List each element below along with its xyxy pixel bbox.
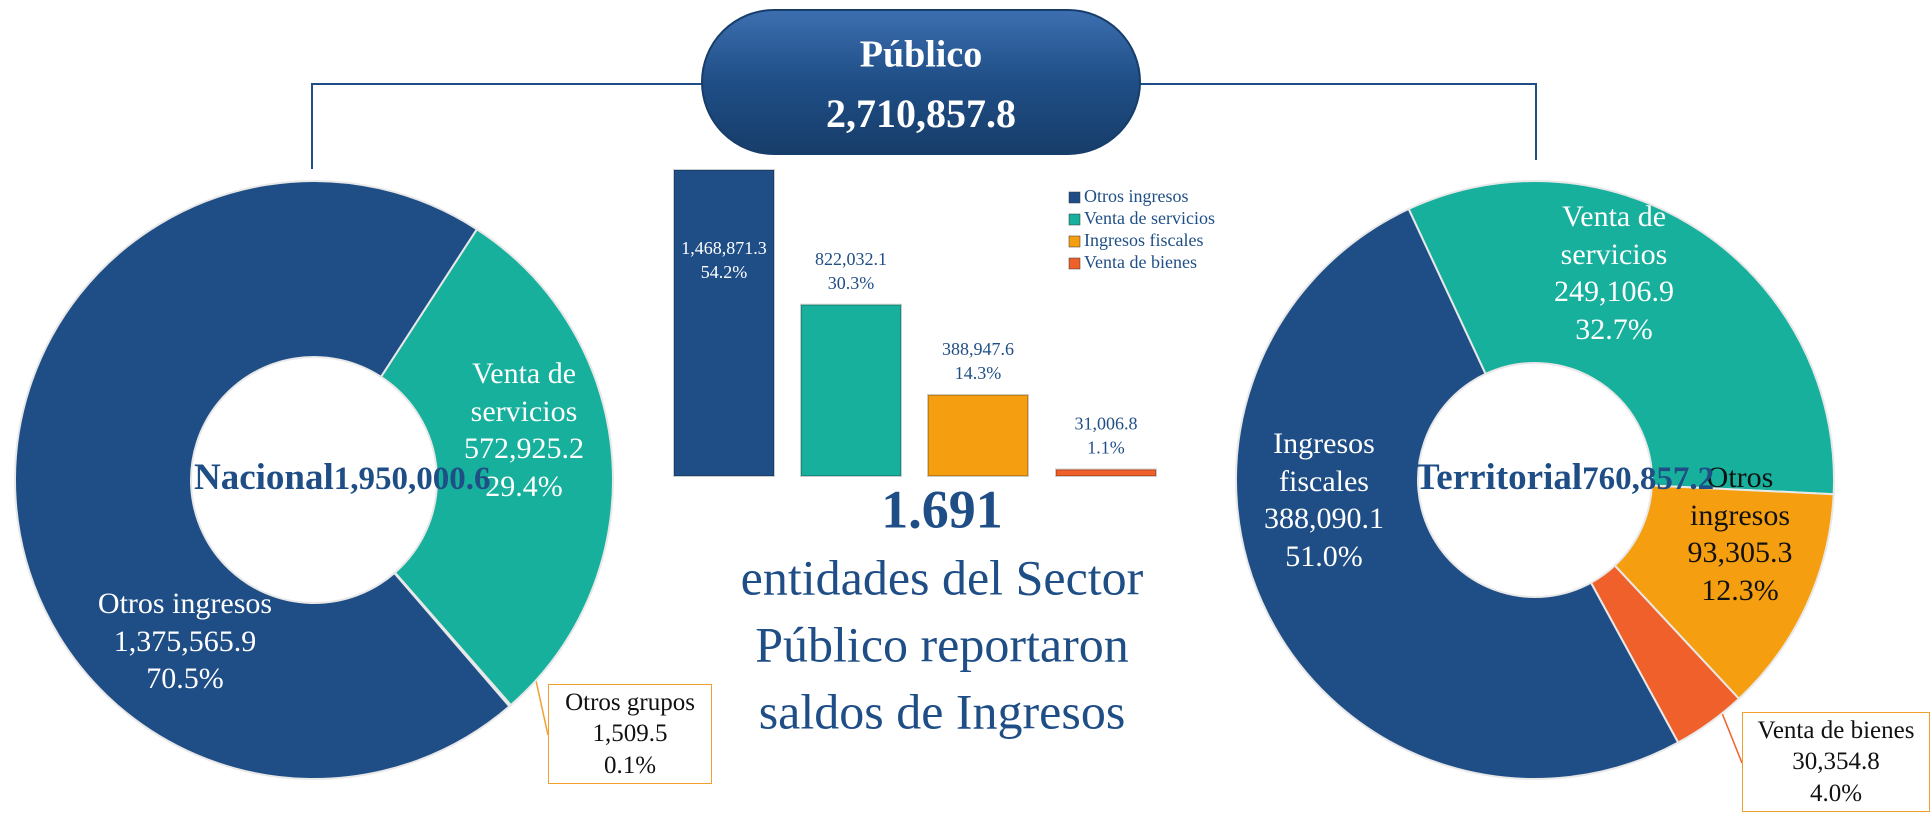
- bar-share-label: 14.3%: [955, 363, 1002, 383]
- legend-swatch: [1068, 213, 1081, 226]
- segment-name: Venta de servicios: [470, 357, 578, 428]
- connector: [311, 83, 702, 169]
- legend-label: Venta de servicios: [1084, 208, 1215, 228]
- segment-percent: 29.4%: [485, 469, 563, 503]
- donut-segment: [1407, 180, 1835, 496]
- segment-name: Venta de bienes: [1757, 717, 1915, 744]
- bar-value-label: 1,468,871.3: [681, 238, 767, 258]
- segment-percent: 4.0%: [1809, 779, 1863, 807]
- bar-share-label: 54.2%: [701, 262, 748, 282]
- segment-amount: 30,354.8: [1792, 748, 1880, 776]
- segment-name: Otros ingresos: [97, 586, 273, 620]
- donut-segment: [379, 227, 614, 707]
- segment-percent: 70.5%: [146, 661, 224, 695]
- summary-line: Público reportaron: [755, 616, 1129, 672]
- bar-value-label: 822,032.1: [815, 249, 887, 269]
- donut-center: Territorial760,857.2: [1415, 455, 1714, 501]
- segment-percent: 51.0%: [1285, 539, 1363, 573]
- connector: [1140, 83, 1537, 160]
- center-title: Nacional: [194, 456, 334, 498]
- bar-value-label: 388,947.6: [942, 339, 1014, 359]
- segment-amount: 249,106.9: [1554, 275, 1674, 308]
- segment-label: Otros ingresos 1,375,565.9 70.5%: [35, 585, 335, 698]
- center-value: 760,857.2: [1582, 460, 1715, 497]
- segment-name: Venta de servicios: [1560, 200, 1668, 271]
- header-pill: [701, 9, 1141, 155]
- center-title: Territorial: [1415, 456, 1583, 498]
- segment-amount: 1,509.5: [592, 720, 668, 748]
- segment-name: Otros grupos: [565, 689, 695, 716]
- segment-amount: 93,305.3: [1687, 536, 1793, 569]
- segment-label: Otros grupos 1,509.5 0.1%: [548, 684, 712, 784]
- bar-share-label: 1.1%: [1087, 438, 1125, 458]
- donut-center: Nacional1,950,000.6: [194, 455, 491, 501]
- bar: [927, 393, 1029, 477]
- segment-percent: 0.1%: [603, 751, 657, 779]
- donut-segment: [14, 180, 511, 780]
- legend-label: Venta de bienes: [1084, 252, 1197, 272]
- legend-label: Ingresos fiscales: [1084, 230, 1203, 250]
- bar: [673, 169, 775, 477]
- center-value: 1,950,000.6: [333, 460, 491, 497]
- segment-label: Venta de servicios 572,925.2 29.4%: [449, 355, 599, 505]
- header-total: 2,710,857.8: [826, 91, 1016, 136]
- count: 1.691: [881, 479, 1003, 539]
- legend-swatch: [1068, 257, 1081, 270]
- donut-segment: [1613, 484, 1835, 701]
- segment-amount: 388,090.1: [1264, 502, 1384, 535]
- summary-line: saldos de Ingresos: [759, 683, 1126, 739]
- bar-value-label: 31,006.8: [1075, 414, 1138, 434]
- segment-label: Venta de bienes 30,354.8 4.0%: [1742, 712, 1930, 812]
- legend-label: Otros ingresos: [1084, 186, 1189, 206]
- bar-share-label: 30.3%: [828, 273, 875, 293]
- bar: [800, 303, 902, 477]
- segment-percent: 12.3%: [1701, 573, 1779, 607]
- bar: [1055, 468, 1157, 477]
- summary-line: entidades del Sector: [741, 549, 1144, 605]
- segment-percent: 32.7%: [1575, 312, 1653, 346]
- legend-swatch: [1068, 191, 1081, 204]
- segment-name: Ingresos fiscales: [1273, 427, 1375, 498]
- segment-amount: 1,375,565.9: [113, 624, 257, 658]
- segment-name: Otros ingresos: [1690, 461, 1790, 532]
- legend-swatch: [1068, 235, 1081, 248]
- segment-label: Venta de servicios 249,106.9 32.7%: [1514, 198, 1714, 348]
- segment-label: Ingresos fiscales 388,090.1 51.0%: [1244, 425, 1404, 575]
- header-title: Público: [860, 34, 982, 76]
- donut-segment: [1235, 207, 1680, 780]
- segment-amount: 572,925.2: [464, 432, 584, 465]
- segment-label: Otros ingresos 93,305.3 12.3%: [1675, 459, 1805, 609]
